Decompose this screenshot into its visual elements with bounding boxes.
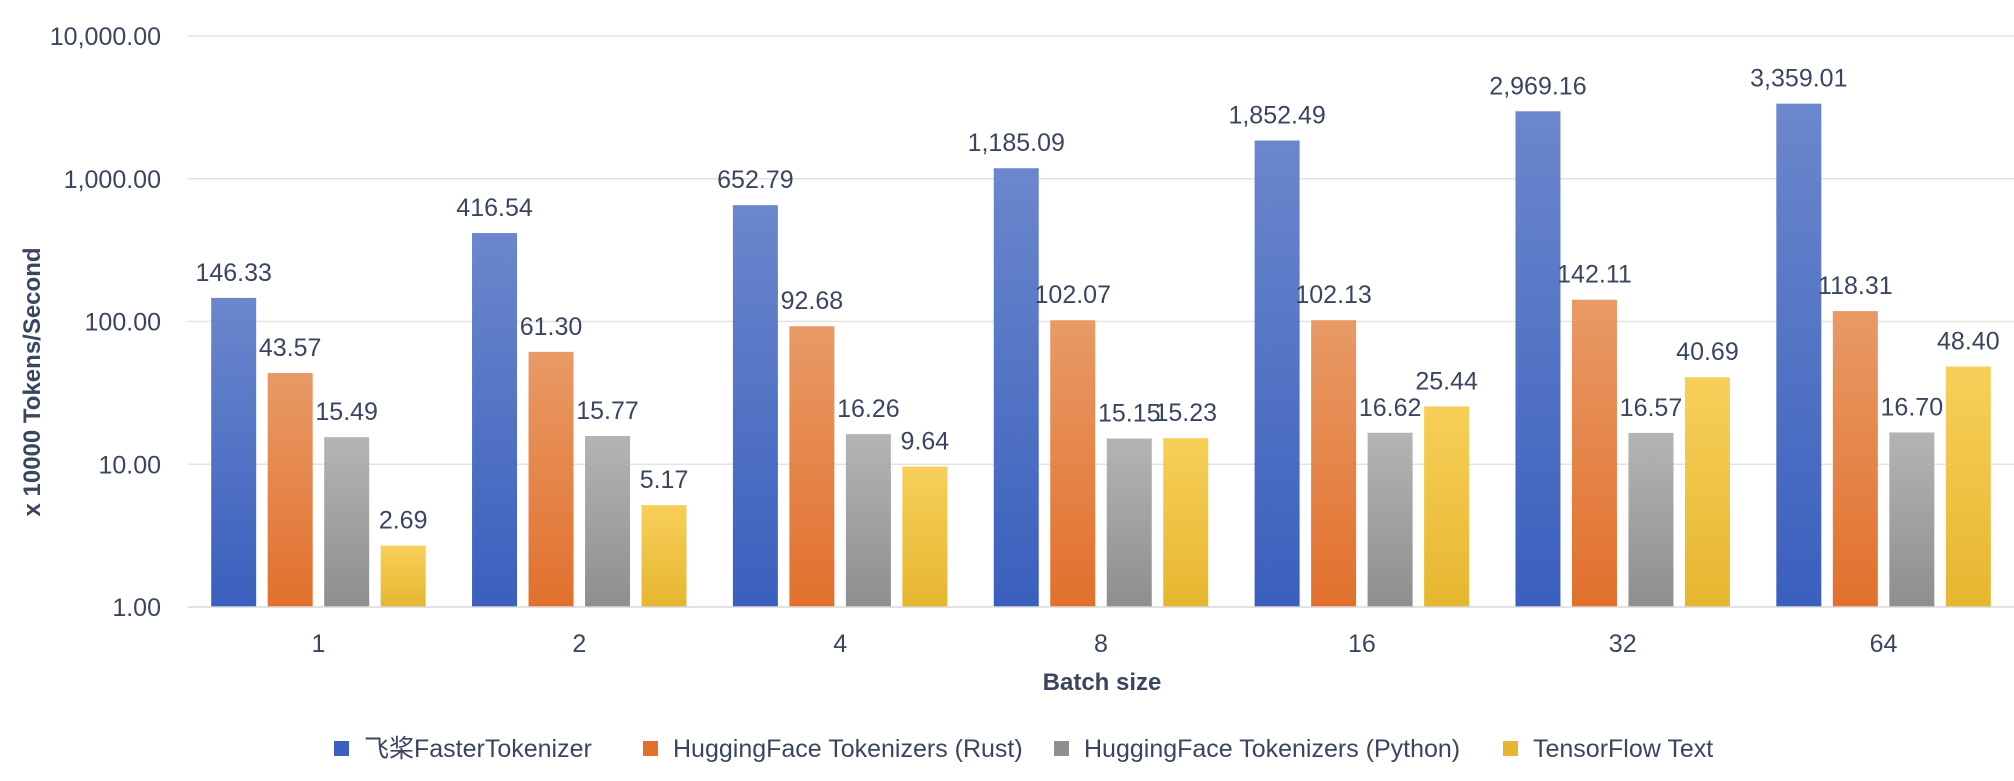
data-label: 1,852.49 [1228, 102, 1325, 130]
legend-swatch [1503, 741, 1518, 756]
bar [472, 233, 518, 607]
data-label: 15.49 [315, 398, 378, 426]
y-axis-title: x 10000 Tokens/Second [19, 247, 46, 516]
bar [845, 434, 891, 607]
bar [1424, 406, 1470, 607]
data-label: 102.13 [1295, 281, 1371, 309]
bar [1832, 311, 1878, 607]
data-label: 3,359.01 [1750, 65, 1847, 93]
data-label: 16.70 [1881, 393, 1944, 421]
bar [641, 505, 687, 607]
data-label: 43.57 [259, 334, 322, 362]
data-label: 16.57 [1620, 394, 1683, 422]
data-label: 92.68 [781, 287, 844, 315]
y-tick-label: 100.00 [85, 309, 161, 337]
x-tick-label: 32 [1609, 630, 1637, 658]
bar [1515, 111, 1561, 607]
data-label: 15.77 [576, 397, 639, 425]
x-tick-label: 1 [311, 630, 325, 658]
y-axis-ticks: 1.00 10.00 100.00 1,000.00 10,000.00 [50, 23, 161, 622]
legend-swatch [643, 741, 658, 756]
bar [1254, 140, 1300, 608]
bar [211, 297, 257, 607]
bar [1163, 438, 1209, 607]
bars [211, 103, 1991, 608]
data-label: 102.07 [1035, 281, 1111, 309]
legend: 飞桨FasterTokenizer HuggingFace Tokenizers … [334, 735, 1713, 763]
x-tick-label: 2 [572, 630, 586, 658]
data-label: 5.17 [640, 466, 689, 494]
data-label: 16.26 [837, 395, 900, 423]
bar [1628, 432, 1674, 607]
bar [993, 168, 1039, 608]
data-label: 40.69 [1676, 338, 1739, 366]
data-label: 118.31 [1818, 272, 1893, 300]
data-label: 48.40 [1937, 327, 2000, 355]
data-label: 15.15 [1098, 399, 1161, 427]
bar [380, 545, 426, 607]
bar [902, 466, 948, 607]
x-axis-ticks: 1 2 4 8 16 32 64 [311, 630, 1897, 658]
legend-swatch [334, 741, 349, 756]
data-label: 15.23 [1154, 399, 1217, 427]
y-tick-label: 1.00 [112, 594, 161, 622]
bar [324, 437, 370, 607]
x-tick-label: 16 [1348, 630, 1376, 658]
legend-swatch [1054, 741, 1069, 756]
bar [267, 373, 313, 607]
bar [528, 351, 574, 607]
bar [1050, 320, 1096, 607]
data-label: 652.79 [717, 166, 793, 194]
bar [1889, 432, 1935, 607]
y-tick-label: 10.00 [98, 451, 161, 479]
data-label: 2,969.16 [1489, 72, 1586, 100]
bar [1684, 377, 1730, 607]
x-tick-label: 64 [1870, 630, 1898, 658]
data-label: 16.62 [1359, 394, 1422, 422]
data-label: 142.11 [1557, 261, 1632, 289]
x-tick-label: 8 [1094, 630, 1108, 658]
x-axis-title: Batch size [1043, 669, 1162, 696]
legend-label: HuggingFace Tokenizers (Rust) [673, 735, 1023, 763]
data-label: 146.33 [195, 259, 271, 287]
legend-label: 飞桨FasterTokenizer [364, 735, 592, 763]
y-tick-label: 10,000.00 [50, 23, 161, 51]
data-label: 2.69 [379, 507, 428, 535]
bar [1776, 103, 1822, 608]
y-tick-label: 1,000.00 [64, 166, 161, 194]
data-label: 61.30 [520, 313, 583, 341]
data-labels: 146.33 43.57 15.49 2.69 416.54 61.30 15.77 5.17… [195, 65, 1999, 535]
bar [1367, 432, 1413, 607]
bar [1571, 299, 1617, 607]
legend-label: HuggingFace Tokenizers (Python) [1084, 735, 1460, 763]
legend-label: TensorFlow Text [1533, 735, 1713, 763]
bar [1945, 366, 1991, 607]
bar [789, 326, 835, 607]
data-label: 9.64 [901, 428, 950, 456]
bar [1311, 320, 1357, 607]
data-label: 25.44 [1415, 367, 1478, 395]
x-tick-label: 4 [833, 630, 847, 658]
bar [1106, 438, 1152, 607]
data-label: 416.54 [456, 194, 533, 222]
bar [585, 436, 631, 607]
data-label: 1,185.09 [968, 129, 1065, 157]
bar [732, 205, 778, 607]
